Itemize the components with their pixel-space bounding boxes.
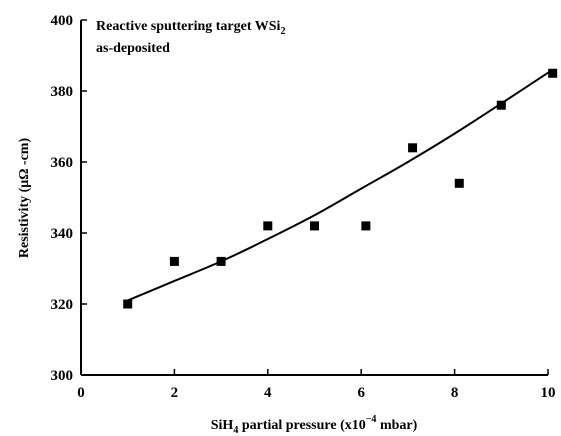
data-point — [216, 256, 226, 266]
y-tick-labels: 300 320 340 360 380 400 — [51, 13, 74, 384]
data-point — [496, 100, 506, 110]
y-tick-label: 380 — [51, 84, 74, 100]
data-point — [123, 299, 133, 309]
fit-curve — [127, 68, 554, 302]
annotation-line-1: Reactive sputtering target WSi2 — [96, 19, 285, 37]
fit-curve-group — [127, 68, 554, 302]
data-point — [310, 221, 319, 231]
y-tick-label: 320 — [51, 297, 74, 313]
x-tick-label: 2 — [171, 385, 179, 401]
y-tick-label: 340 — [51, 226, 74, 242]
axes — [80, 20, 548, 376]
x-tick-label: 6 — [357, 385, 365, 401]
data-point — [169, 256, 179, 266]
annotation-subscript: 2 — [280, 26, 285, 37]
data-point — [361, 221, 371, 231]
annotation-line-2: as-deposited — [96, 41, 170, 56]
y-tick-label: 360 — [51, 155, 74, 171]
y-tick-label: 300 — [51, 368, 74, 384]
x-tick-label: 4 — [264, 385, 272, 401]
y-axis-label: Resistivity (μΩ -cm) — [17, 138, 32, 259]
data-point — [548, 68, 558, 78]
data-point — [408, 143, 418, 153]
tick-marks — [80, 19, 549, 376]
data-points — [123, 68, 558, 309]
y-tick-label: 400 — [51, 13, 74, 29]
data-point — [263, 221, 273, 231]
x-tick-label: 0 — [77, 385, 85, 401]
x-tick-labels: 0 2 4 6 8 10 — [77, 385, 555, 401]
x-tick-label: 8 — [451, 385, 459, 401]
x-tick-label: 10 — [541, 385, 556, 401]
x-axis-label: SiH4 partial pressure (x10−4 mbar) — [211, 414, 418, 436]
data-point — [454, 178, 464, 188]
